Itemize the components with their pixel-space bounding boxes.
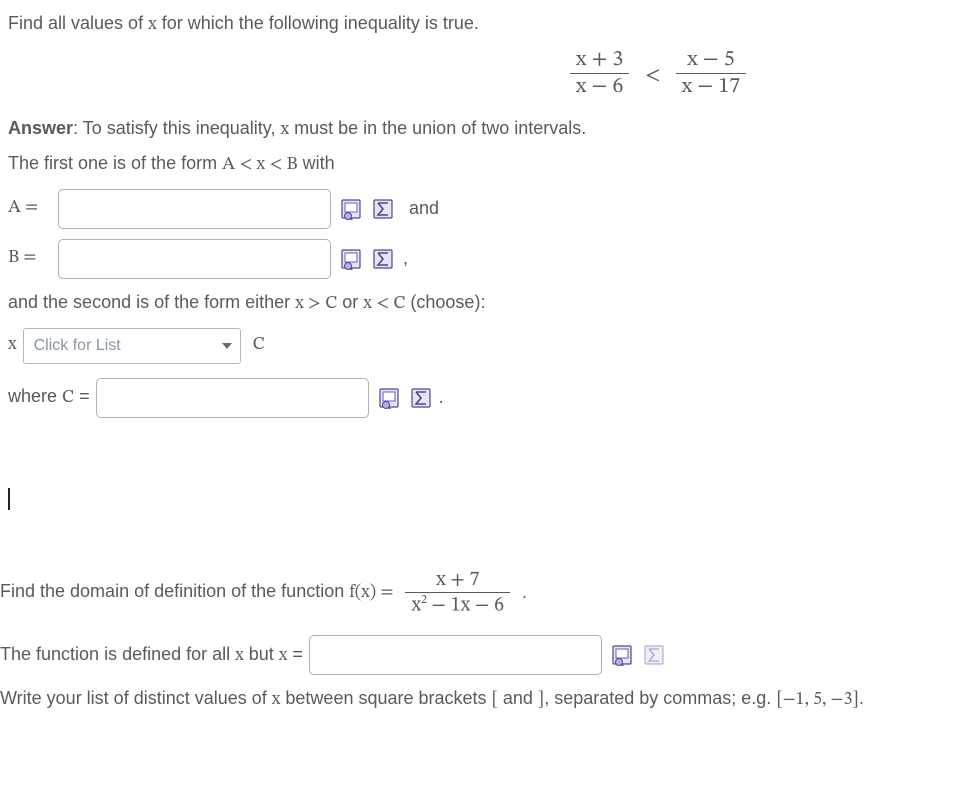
q2-prompt-pre: Find the domain of definition of the fun… xyxy=(0,578,393,607)
ineq-left-den: x − 6 xyxy=(570,73,630,100)
sigma-icon-disabled[interactable] xyxy=(642,643,666,667)
row-B: B = , xyxy=(8,239,968,279)
row-choose: x Click for List C xyxy=(8,328,968,364)
A-input[interactable] xyxy=(58,189,331,229)
B-input[interactable] xyxy=(58,239,331,279)
preview-icon[interactable] xyxy=(610,643,634,667)
first-interval-post: with xyxy=(303,153,335,173)
text-cursor xyxy=(8,488,10,510)
whereC-label: where C = xyxy=(8,383,90,412)
preview-icon[interactable] xyxy=(339,197,363,221)
row-A: A = and xyxy=(8,189,968,229)
first-interval-pre: The first one is of the form xyxy=(8,153,222,173)
hint-mid: and xyxy=(503,688,538,708)
answer-line2: The first one is of the form A < x < B w… xyxy=(8,150,968,179)
B-label: B = xyxy=(8,245,52,272)
q2-hint: Write your list of distinct values of x … xyxy=(0,685,968,714)
ineq-op: < xyxy=(645,65,661,87)
q2-den: x2 − 1x − 6 xyxy=(405,592,510,618)
preview-icon[interactable] xyxy=(339,247,363,271)
and-label: and xyxy=(409,195,439,222)
domain-exclude-input[interactable] xyxy=(309,635,602,675)
chevron-down-icon xyxy=(222,343,232,349)
q2-line2-pre: The function is defined for all x but x … xyxy=(0,641,303,670)
C-label: C xyxy=(253,332,265,359)
q2-period: . xyxy=(522,579,527,606)
q1-prompt-pre: Find all values of x for which the follo… xyxy=(8,13,479,33)
hint-post: , separated by commas; e.g. xyxy=(544,688,776,708)
spacer xyxy=(8,428,968,538)
dropdown-placeholder: Click for List xyxy=(34,334,121,358)
hint-bracket-open: [ xyxy=(492,691,498,709)
answer-line1: Answer: To satisfy this inequality, x mu… xyxy=(8,115,968,144)
ineq-right-den: x − 17 xyxy=(676,73,747,100)
ineq-right-num: x − 5 xyxy=(676,47,747,73)
sigma-icon[interactable] xyxy=(371,197,395,221)
ineq-left-num: x + 3 xyxy=(570,47,630,73)
x-label: x xyxy=(8,332,17,359)
sigma-icon[interactable] xyxy=(409,386,433,410)
q2-input-row: The function is defined for all x but x … xyxy=(0,635,968,675)
preview-icon[interactable] xyxy=(377,386,401,410)
hint-end: . xyxy=(859,688,864,708)
period: . xyxy=(439,384,444,411)
inequality-display: x + 3 x − 6 < x − 5 x − 17 xyxy=(8,47,968,101)
inequality-direction-dropdown[interactable]: Click for List xyxy=(23,328,241,364)
q2-prompt: Find the domain of definition of the fun… xyxy=(0,568,968,618)
row-C: where C = . xyxy=(8,378,968,418)
C-input[interactable] xyxy=(96,378,369,418)
answer-label: Answer xyxy=(8,118,73,138)
q2-num: x + 7 xyxy=(405,568,510,592)
hint-example: [−1, 5, −3] xyxy=(776,691,859,709)
A-label: A = xyxy=(8,195,52,222)
second-interval-line: and the second is of the form either x >… xyxy=(8,289,968,318)
comma: , xyxy=(403,245,408,272)
q1-prompt: Find all values of x for which the follo… xyxy=(8,10,968,39)
sigma-icon[interactable] xyxy=(371,247,395,271)
first-interval-math: A < x < B xyxy=(222,156,298,174)
